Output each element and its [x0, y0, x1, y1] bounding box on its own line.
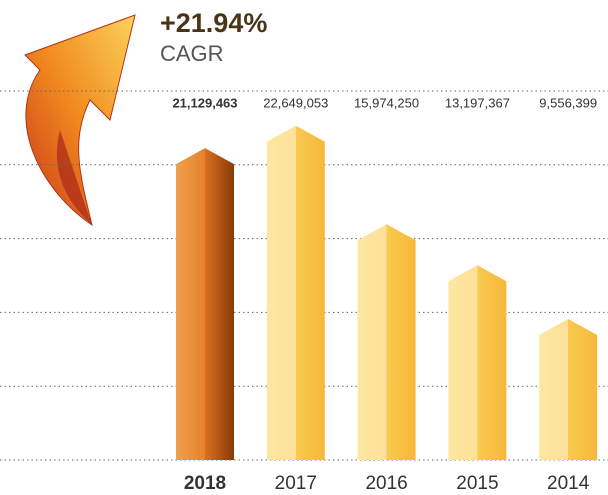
bar	[448, 265, 507, 460]
bar	[266, 125, 325, 460]
x-tick-label: 2016	[365, 473, 407, 494]
arrow-icon	[24, 14, 136, 227]
bar	[176, 148, 234, 460]
x-tick-label: 2014	[547, 473, 590, 494]
annotation-label: CAGR	[160, 41, 224, 66]
x-tick-label: 2015	[456, 473, 498, 494]
value-label: 15,974,250	[354, 95, 419, 110]
value-label: 9,556,399	[539, 95, 597, 110]
x-tick-label: 2017	[275, 473, 317, 494]
value-label: 22,649,053	[263, 95, 328, 110]
value-label: 21,129,463	[172, 95, 237, 110]
x-tick-label: 2018	[184, 473, 226, 494]
bar	[539, 318, 598, 460]
value-label: 13,197,367	[445, 95, 510, 110]
annotation: +21.94%	[160, 8, 267, 38]
bar	[357, 224, 416, 460]
